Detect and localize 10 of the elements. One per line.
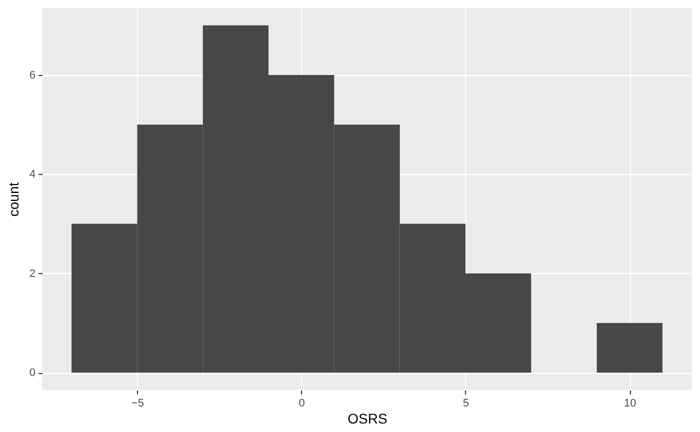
y-tick-label: 0 bbox=[29, 367, 36, 380]
y-axis-title: count bbox=[5, 182, 22, 217]
x-tick-label: −5 bbox=[131, 398, 144, 410]
x-tick-label: 5 bbox=[462, 398, 470, 410]
y-tick-label: 4 bbox=[29, 168, 36, 181]
x-axis-title: OSRS bbox=[348, 410, 388, 426]
y-tick-label: 2 bbox=[29, 268, 36, 280]
x-tick-label: 0 bbox=[298, 398, 305, 410]
x-tick-label: 10 bbox=[624, 398, 636, 410]
y-tick-label: 6 bbox=[29, 69, 36, 82]
